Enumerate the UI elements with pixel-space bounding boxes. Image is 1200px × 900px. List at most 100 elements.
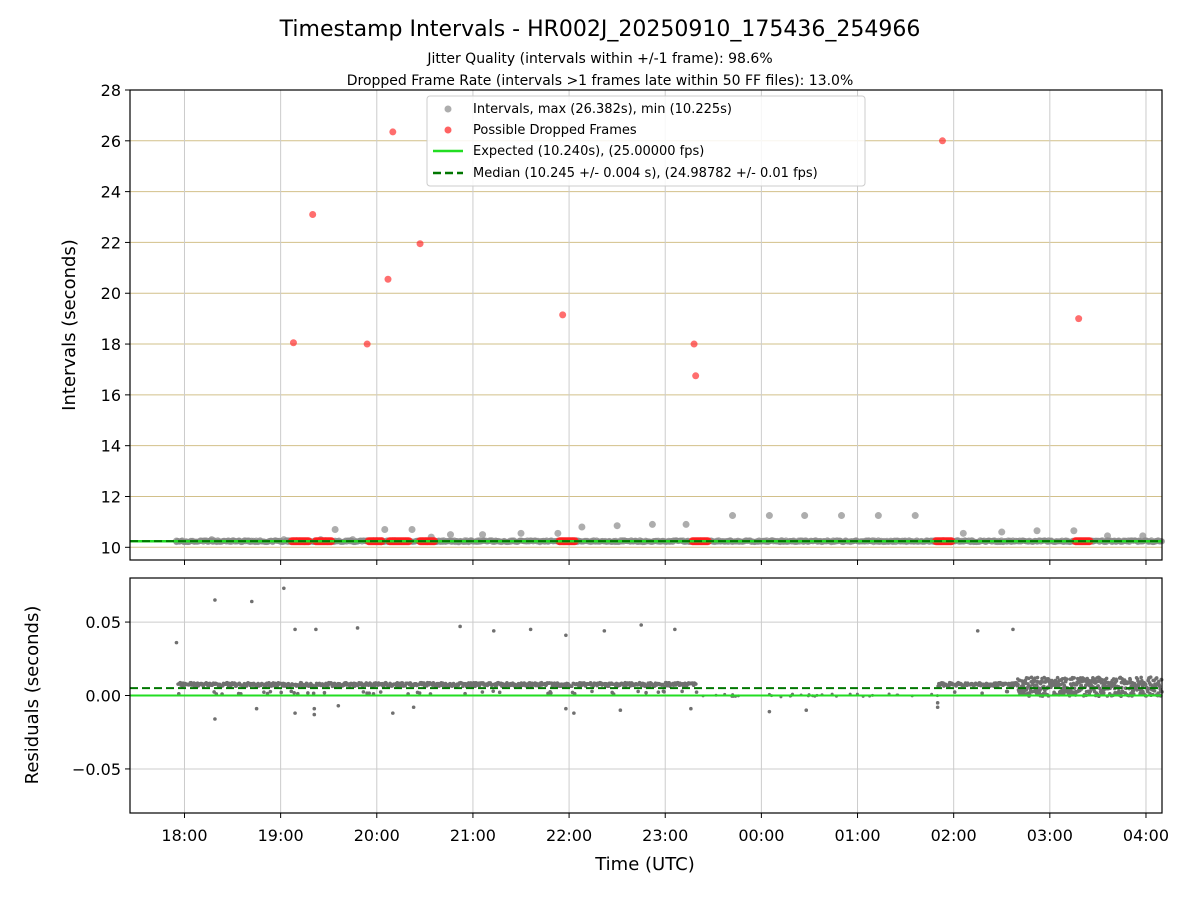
interval-point: [331, 526, 339, 534]
residual-point: [1031, 682, 1035, 687]
intervals-y-axis-label: Intervals (seconds): [59, 239, 80, 411]
residual-point: [480, 690, 485, 694]
x-tick-label: 04:00: [1123, 826, 1169, 845]
legend: Intervals, max (26.382s), min (10.225s) …: [426, 95, 866, 187]
interval-point: [1104, 532, 1112, 540]
residual-point: [1035, 683, 1039, 687]
residual-outlier: [355, 626, 360, 630]
residual-point: [262, 690, 266, 694]
y-tick-label: 16: [101, 386, 121, 405]
residual-outlier: [639, 623, 643, 627]
residual-point: [1148, 675, 1153, 679]
interval-point: [998, 528, 1006, 536]
residual-point: [1152, 689, 1157, 693]
residual-outlier: [336, 703, 341, 708]
residual-point: [1064, 677, 1069, 681]
interval-point: [801, 512, 809, 520]
legend-intervals-label: Intervals, max (26.382s), min (10.225s): [473, 102, 732, 117]
residual-point: [322, 690, 327, 695]
dropped-point: [938, 137, 946, 145]
interval-point: [408, 526, 416, 534]
chart-subtitle-dropped: Dropped Frame Rate (intervals >1 frames …: [347, 73, 854, 89]
residual-point: [1016, 682, 1020, 687]
residual-point: [491, 689, 496, 693]
residual-point: [662, 689, 666, 694]
residual-outlier: [213, 717, 217, 721]
residual-point: [590, 689, 594, 694]
residual-outlier: [804, 708, 809, 712]
residual-point: [378, 690, 383, 694]
residual-point: [994, 681, 998, 685]
residual-point: [265, 691, 270, 696]
dropped-point: [692, 372, 700, 380]
interval-point: [479, 531, 487, 539]
residual-outlier: [174, 640, 179, 645]
residual-outlier: [293, 627, 297, 632]
interval-point: [911, 512, 919, 520]
interval-point: [517, 529, 525, 537]
legend-dropped-label: Possible Dropped Frames: [473, 123, 637, 138]
x-tick-label: 22:00: [546, 826, 592, 845]
dropped-point: [309, 210, 317, 218]
residual-point: [1055, 675, 1060, 680]
residual-outlier: [935, 701, 940, 705]
residual-point: [1101, 691, 1106, 695]
residual-outlier: [1011, 627, 1015, 632]
x-tick-label: 03:00: [1027, 826, 1073, 845]
residual-point: [694, 682, 698, 686]
residual-outlier: [618, 708, 623, 712]
y-tick-label: 22: [101, 233, 121, 252]
residual-point: [694, 690, 699, 694]
intervals-plot: 10 12 14 16 18 20 22 24 26 28: [101, 81, 1165, 565]
x-tick-label: 00:00: [738, 826, 784, 845]
x-axis-label: Time (UTC): [594, 854, 695, 875]
residual-outlier: [572, 711, 576, 715]
residual-point: [549, 691, 553, 695]
residual-point: [1098, 686, 1102, 691]
residual-point: [1158, 687, 1163, 691]
residual-point: [1026, 682, 1030, 686]
residual-outlier: [282, 586, 286, 591]
interval-point: [381, 526, 389, 534]
residual-outlier: [411, 705, 416, 710]
residual-point: [980, 691, 984, 695]
residual-point: [1104, 676, 1109, 681]
residual-outlier: [458, 624, 462, 629]
interval-point: [1139, 532, 1147, 540]
residual-outlier: [689, 706, 693, 711]
x-tick-label: 18:00: [161, 826, 207, 845]
residual-point: [311, 691, 316, 696]
dropped-point: [559, 311, 567, 319]
residual-point: [636, 689, 640, 694]
y-tick-label: −0.05: [72, 760, 121, 779]
residual-outlier: [312, 712, 317, 717]
residual-outlier: [564, 706, 568, 711]
residual-point: [367, 691, 371, 695]
interval-point: [1033, 527, 1041, 535]
interval-point: [613, 522, 621, 530]
interval-point: [765, 512, 773, 520]
legend-frame: [426, 95, 866, 187]
residual-outlier: [254, 706, 259, 711]
x-tick-label: 01:00: [834, 826, 880, 845]
chart-title: Timestamp Intervals - HR002J_20250910_17…: [279, 17, 921, 42]
residual-point: [292, 691, 296, 695]
residual-point: [1143, 682, 1148, 687]
y-tick-label: 26: [101, 132, 121, 151]
residual-outlier: [602, 629, 607, 633]
residuals-y-axis-label: Residuals (seconds): [22, 606, 43, 785]
interval-point: [554, 529, 562, 537]
residual-point: [1157, 684, 1162, 688]
residual-point: [1035, 675, 1040, 680]
residual-point: [952, 690, 957, 694]
residual-outlier: [767, 709, 772, 714]
residual-point: [306, 691, 310, 695]
residual-point: [1005, 689, 1010, 694]
residual-outlier: [935, 705, 940, 710]
interval-point: [874, 512, 882, 520]
residual-outlier: [293, 711, 297, 715]
residual-point: [497, 690, 502, 695]
residual-point: [417, 691, 422, 695]
y-tick-label: 20: [101, 284, 121, 303]
